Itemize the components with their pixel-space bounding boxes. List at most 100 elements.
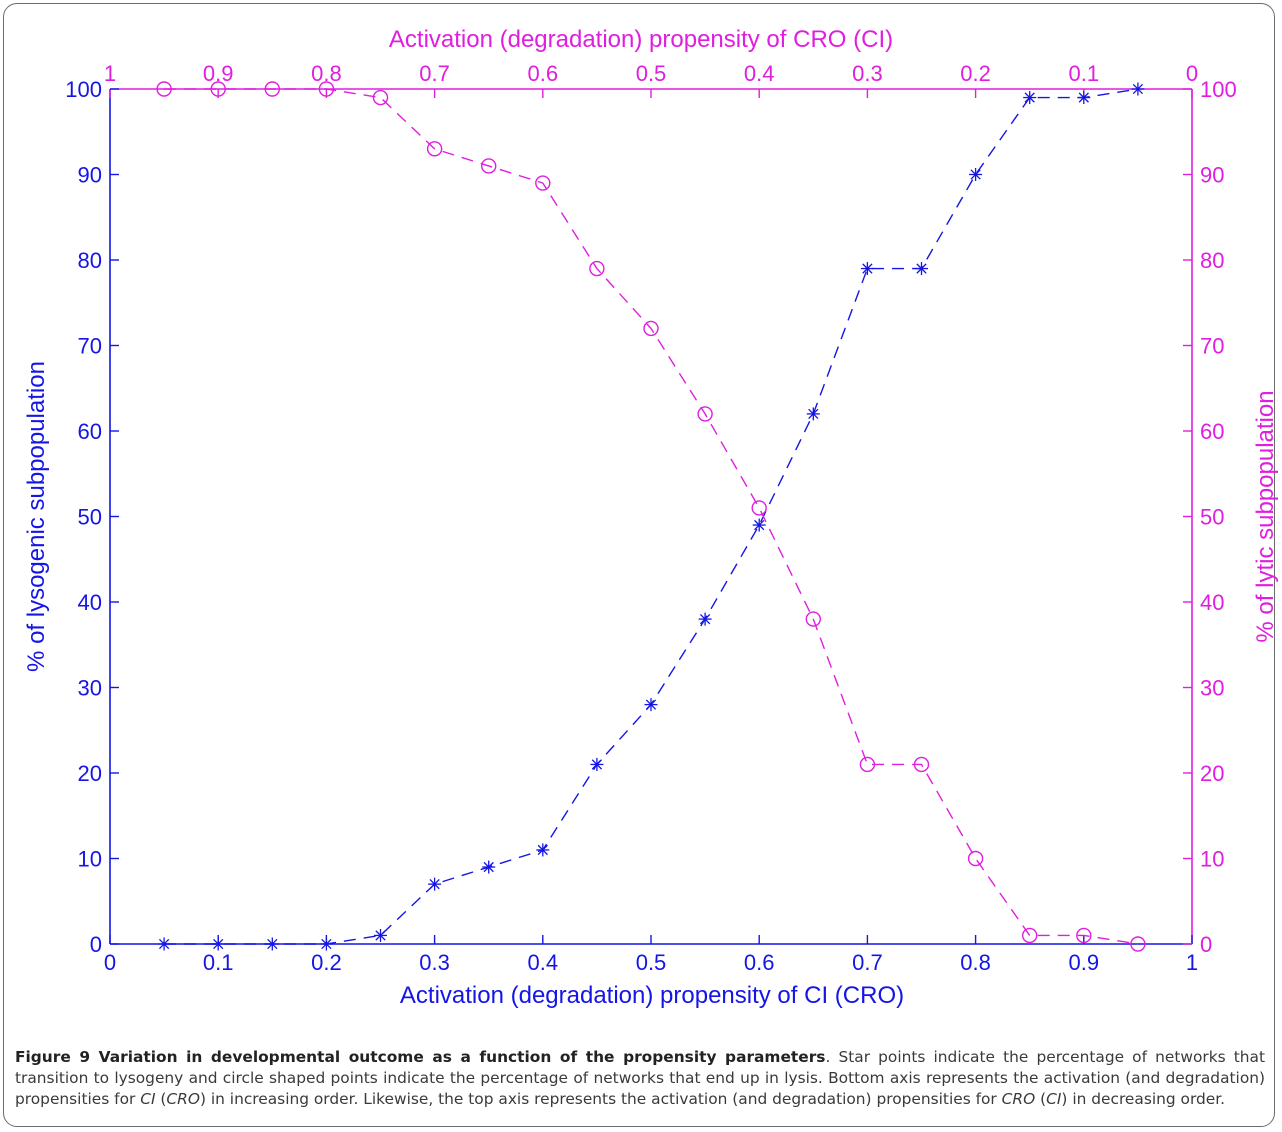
- left-tick-label: 0: [90, 932, 102, 957]
- star-data-point: [211, 937, 225, 951]
- star-data-point: [860, 262, 874, 276]
- circle-data-point: [643, 320, 659, 337]
- star-data-point: [536, 843, 550, 857]
- circle-data-point: [805, 611, 821, 627]
- left-axis-title: % of lysogenic subpopulation: [23, 361, 50, 672]
- star-data-point: [752, 518, 766, 532]
- left-tick-label: 70: [78, 334, 102, 359]
- series-star-line: [164, 88, 1139, 945]
- star-data-point: [644, 698, 658, 712]
- circle-data-point: [426, 141, 443, 157]
- right-tick-label: 40: [1200, 590, 1224, 615]
- top-tick-label: 0.1: [1069, 61, 1100, 86]
- top-tick-label: 0: [1186, 61, 1198, 86]
- star-data-point: [1023, 91, 1037, 105]
- bottom-tick-label: 1: [1186, 950, 1198, 975]
- top-tick-label: 1: [104, 61, 116, 86]
- right-tick-label: 20: [1200, 761, 1224, 786]
- bottom-tick-label: 0.3: [419, 950, 450, 975]
- bottom-tick-label: 0.1: [203, 950, 234, 975]
- circle-data-point: [589, 260, 605, 277]
- star-data-point: [265, 937, 279, 951]
- circle-data-point: [1021, 927, 1038, 944]
- left-tick-label: 90: [78, 163, 102, 188]
- caption-term-cro-1: CRO: [166, 1090, 200, 1108]
- caption-title: Variation in developmental outcome as a …: [98, 1048, 826, 1066]
- circle-data-point: [751, 500, 767, 516]
- top-tick-label: 0.6: [528, 61, 559, 86]
- chart: 0 0.1 0.2 0.3 0.4 0.5 0.6 0.7 0.8 0.9 11 0.9 0.8 0.7 0…: [23, 26, 1279, 1009]
- bottom-tick-label: 0.8: [960, 950, 991, 975]
- star-data-point: [969, 168, 983, 181]
- bottom-tick-label: 0.7: [852, 950, 883, 975]
- right-tick-label: 0: [1200, 932, 1212, 957]
- circle-data-point: [481, 158, 497, 174]
- figure-frame: [3, 3, 1275, 1127]
- top-tick-label: 0.7: [419, 61, 450, 86]
- caption-term-ci-1: CI: [140, 1090, 156, 1108]
- bottom-tick-label: 0.5: [636, 950, 667, 975]
- bottom-tick-label: 0: [104, 950, 116, 975]
- top-tick-label: 0.5: [636, 61, 667, 86]
- right-tick-label: 100: [1200, 77, 1237, 102]
- bottom-tick-label: 0.4: [528, 950, 559, 975]
- caption-text-5: ) in decreasing order.: [1061, 1090, 1226, 1108]
- right-axis-title: % of lytic subpopulation: [1252, 390, 1279, 642]
- right-tick-label: 60: [1200, 419, 1224, 444]
- left-tick-label: 20: [78, 761, 102, 786]
- left-tick-label: 50: [78, 505, 102, 530]
- left-tick-label: 100: [65, 77, 102, 102]
- star-data-point: [806, 407, 820, 421]
- star-data-point: [319, 937, 333, 951]
- caption-term-cro-2: CRO: [1001, 1090, 1036, 1108]
- right-tick-label: 90: [1200, 163, 1224, 188]
- left-tick-label: 40: [78, 590, 102, 615]
- star-data-point: [698, 612, 712, 626]
- circle-data-point: [264, 81, 280, 97]
- bottom-tick-label: 0.9: [1069, 950, 1100, 975]
- circle-data-point: [913, 756, 930, 773]
- circle-data-point: [1076, 927, 1092, 944]
- star-data-point: [482, 860, 496, 874]
- tick-marks: [109, 88, 1193, 945]
- right-tick-label: 80: [1200, 248, 1224, 273]
- caption-text-3: ) in increasing order. Likewise, the top…: [199, 1090, 1002, 1108]
- left-tick-label: 30: [78, 676, 102, 701]
- left-tick-label: 10: [78, 847, 102, 872]
- circle-data-point: [967, 850, 984, 867]
- star-data-point: [428, 877, 442, 891]
- circle-data-point: [156, 81, 172, 97]
- star-data-point: [915, 262, 928, 276]
- bottom-tick-label: 0.6: [744, 950, 775, 975]
- left-tick-label: 60: [78, 419, 102, 444]
- right-tick-label: 70: [1200, 334, 1224, 359]
- circle-data-point: [210, 81, 226, 97]
- bottom-tick-label: 0.2: [311, 950, 342, 975]
- top-tick-label: 0.3: [852, 61, 883, 86]
- left-tick-label: 80: [78, 248, 102, 273]
- caption-text-1: . Star points indicate the percentage of…: [15, 1048, 1266, 1108]
- figure-caption: Figure 9 Variation in developmental outc…: [15, 1047, 1265, 1110]
- top-axis-title: Activation (degradation) propensity of C…: [389, 26, 893, 53]
- circle-data-point: [318, 81, 335, 97]
- right-tick-label: 30: [1200, 676, 1224, 701]
- caption-term-ci-2: CI: [1046, 1090, 1062, 1108]
- top-tick-label: 0.2: [960, 61, 991, 86]
- star-data-point: [590, 757, 604, 771]
- tick-labels: 0 0.1 0.2 0.3 0.4 0.5 0.6 0.7 0.8 0.9 11 0.9 0.8 0.7 0…: [65, 61, 1236, 975]
- star-data-point: [1077, 91, 1091, 105]
- star-data-point: [374, 928, 387, 942]
- caption-text-4: (: [1035, 1090, 1047, 1108]
- bottom-axis-title: Activation (degradation) propensity of C…: [400, 982, 904, 1009]
- circle-data-point: [697, 406, 713, 422]
- circle-data-point: [1130, 936, 1146, 952]
- data-series: [156, 81, 1146, 952]
- top-tick-label: 0.4: [744, 61, 775, 86]
- figure-label: Figure 9: [15, 1048, 91, 1066]
- axes-box: [109, 88, 1193, 945]
- star-data-point: [157, 937, 171, 951]
- circle-data-point: [859, 756, 876, 773]
- right-tick-label: 10: [1200, 847, 1224, 872]
- circle-data-point: [535, 175, 551, 191]
- series-circle-line: [164, 88, 1139, 945]
